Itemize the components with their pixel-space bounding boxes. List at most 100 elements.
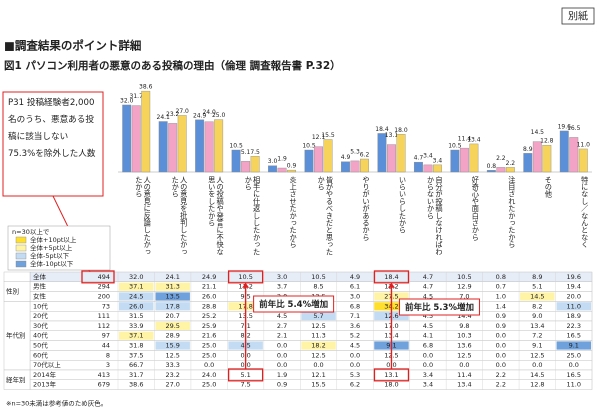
cell: 9.8 xyxy=(459,322,469,330)
cell: 6.2 xyxy=(350,381,360,389)
cell: 14.4 xyxy=(457,312,471,320)
cell: 12.8 xyxy=(530,381,544,389)
cell: 1.4 xyxy=(496,302,506,310)
cell: 24.9 xyxy=(202,273,216,281)
cell: 18.4 xyxy=(384,273,398,281)
value-label: 3.0 xyxy=(268,158,278,165)
category-wrap: 皆がやるべきだと思ったから xyxy=(317,176,334,255)
bar xyxy=(569,137,579,173)
x-tick-label: やりがいがあるから xyxy=(362,176,371,241)
value-label: 23.2 xyxy=(166,111,180,118)
row-n: 73 xyxy=(102,302,110,310)
cell: 21.1 xyxy=(202,283,216,291)
cell: 24.1 xyxy=(165,273,179,281)
cell: 13.4 xyxy=(457,381,471,389)
cell: 0.0 xyxy=(569,361,579,369)
cell: 8.2 xyxy=(532,302,542,310)
x-tick-label: 注目されたかったから xyxy=(507,176,517,248)
category-wrap: 炎上させたかったから xyxy=(289,176,298,248)
cell: 31.8 xyxy=(129,342,143,350)
bar xyxy=(505,167,515,173)
value-label: 12.1 xyxy=(312,134,326,141)
value-label: 8.9 xyxy=(523,146,533,153)
cell: 9.1 xyxy=(532,342,542,350)
cell-highlight xyxy=(556,302,591,311)
value-label: 32.0 xyxy=(120,97,134,104)
cell: 26.0 xyxy=(129,302,143,310)
cell: 25.0 xyxy=(567,351,581,359)
bar xyxy=(141,90,151,173)
category-wrap: 特になし／なんとなく xyxy=(581,176,590,248)
value-label: 11.0 xyxy=(577,141,591,148)
bar xyxy=(523,153,533,173)
x-tick-label: 好奇心や面白さから xyxy=(471,176,481,241)
legend-label: 全体+5pt以上 xyxy=(30,243,73,252)
cell: 4.5 xyxy=(423,322,433,330)
cell: 2.2 xyxy=(496,371,506,379)
bar xyxy=(231,149,241,173)
row-n: 111 xyxy=(98,312,110,320)
cell: 5.7 xyxy=(313,312,323,320)
category-wrap: その他 xyxy=(544,176,553,198)
cell: 3.6 xyxy=(350,322,360,330)
cell: 2.7 xyxy=(277,322,287,330)
cell: 6.8 xyxy=(350,302,360,310)
section-box xyxy=(3,301,31,371)
category-wrap: 好奇心や面白さから xyxy=(471,176,481,241)
highlight-n xyxy=(81,270,115,284)
cell: 12.5 xyxy=(311,322,325,330)
category-wrap: 人の意見に反論したかったから xyxy=(135,176,152,255)
cell: 16.5 xyxy=(567,332,581,340)
bar xyxy=(304,149,314,173)
cell: 1.0 xyxy=(496,293,506,301)
cell: 25.0 xyxy=(202,351,216,359)
legend-label: 全体+10pt以上 xyxy=(30,235,77,244)
value-label: 18.4 xyxy=(375,126,389,133)
cell: 5.3 xyxy=(350,371,360,379)
value-label: 24.1 xyxy=(157,114,171,121)
x-tick-label: 自分が投稿しなければわからないから xyxy=(426,176,444,256)
cell: 22.3 xyxy=(567,322,581,330)
bar xyxy=(122,104,132,173)
cell: 0.0 xyxy=(459,361,469,369)
row-n: 8 xyxy=(106,351,110,359)
value-label: 31.7 xyxy=(130,93,144,100)
bar xyxy=(532,141,542,173)
value-label: 14.5 xyxy=(531,129,545,136)
bar xyxy=(360,158,369,173)
cell: 10.3 xyxy=(457,332,471,340)
row-label: 40代 xyxy=(33,331,48,340)
cell: 26.0 xyxy=(202,293,216,301)
value-label: 15.5 xyxy=(321,132,335,139)
cell: 31.7 xyxy=(129,371,143,379)
arrow-head xyxy=(387,282,395,288)
cell: 12.9 xyxy=(457,283,471,291)
value-label: 10.5 xyxy=(448,143,462,150)
arrow-head xyxy=(242,282,250,288)
cell: 3.4 xyxy=(423,371,433,379)
cell: 0.9 xyxy=(496,312,506,320)
cell: 1.9 xyxy=(277,371,287,379)
cell: 3.4 xyxy=(423,381,433,389)
bar xyxy=(277,167,287,173)
cell: 7.2 xyxy=(532,332,542,340)
cell: 32.0 xyxy=(129,273,143,281)
cell: 25.9 xyxy=(202,322,216,330)
category-wrap: 人の意見を批判したかったから xyxy=(171,176,188,255)
cell: 18.2 xyxy=(311,342,325,350)
row-label: 70代以上 xyxy=(33,360,61,369)
cell-highlight xyxy=(119,331,154,340)
value-label: 1.9 xyxy=(277,156,287,163)
cell: 25.0 xyxy=(202,381,216,389)
value-label: 5.1 xyxy=(241,149,251,156)
cell: 13.5 xyxy=(165,293,179,301)
value-label: 3.4 xyxy=(433,157,443,164)
cell: 5.1 xyxy=(532,283,542,291)
cell: 11.0 xyxy=(567,381,581,389)
cell: 66.7 xyxy=(129,361,143,369)
value-label: 13.1 xyxy=(385,132,399,139)
cell: 0.7 xyxy=(496,283,506,291)
bar xyxy=(459,147,469,173)
row-bg xyxy=(29,360,593,371)
